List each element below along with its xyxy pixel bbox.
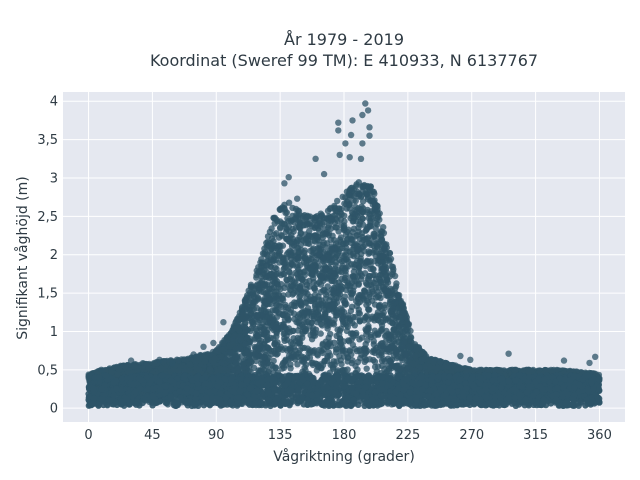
- data-point: [295, 275, 303, 282]
- data-points: [85, 100, 603, 410]
- data-point: [390, 326, 397, 333]
- data-point: [349, 272, 357, 280]
- data-point: [297, 292, 304, 299]
- data-point: [287, 365, 294, 372]
- data-point: [270, 363, 277, 370]
- data-point: [359, 221, 367, 228]
- data-point: [364, 234, 372, 241]
- data-point: [350, 197, 357, 204]
- data-point: [319, 361, 327, 369]
- data-point: [302, 278, 309, 285]
- data-point: [289, 204, 296, 212]
- data-point: [289, 327, 296, 335]
- data-point: [270, 357, 277, 365]
- data-point: [333, 346, 340, 353]
- data-point: [386, 249, 394, 257]
- data-point: [325, 349, 332, 356]
- data-point: [308, 319, 315, 327]
- data-point: [290, 302, 298, 309]
- data-point: [339, 193, 346, 200]
- data-point: [325, 254, 332, 261]
- data-point: [351, 277, 358, 284]
- data-point: [258, 256, 265, 263]
- data-point: [341, 293, 349, 300]
- data-point: [339, 367, 346, 374]
- data-point: [317, 330, 324, 337]
- chart-title: År 1979 - 2019: [284, 30, 404, 49]
- data-point: [382, 316, 389, 323]
- data-point: [270, 214, 278, 222]
- data-point: [264, 359, 271, 367]
- data-point: [297, 297, 304, 305]
- data-point: [313, 360, 321, 368]
- chart-subtitle: Koordinat (Sweref 99 TM): E 410933, N 61…: [150, 51, 538, 70]
- data-point: [377, 319, 385, 326]
- data-point: [334, 326, 341, 333]
- data-point: [381, 301, 389, 309]
- data-point: [324, 283, 331, 290]
- data-point: [325, 222, 333, 229]
- data-point: [361, 270, 369, 277]
- data-point: [389, 263, 397, 271]
- data-point: [313, 367, 320, 374]
- data-point: [301, 268, 308, 275]
- data-point: [265, 242, 273, 249]
- data-point: [296, 340, 303, 347]
- data-point: [319, 341, 326, 349]
- data-point: [374, 210, 382, 218]
- data-point: [393, 280, 400, 287]
- data-point: [273, 333, 280, 340]
- data-point: [334, 197, 341, 205]
- data-point: [379, 325, 386, 333]
- data-point: [343, 201, 350, 208]
- data-point: [360, 345, 368, 352]
- data-point: [341, 253, 348, 260]
- data-point: [345, 338, 353, 345]
